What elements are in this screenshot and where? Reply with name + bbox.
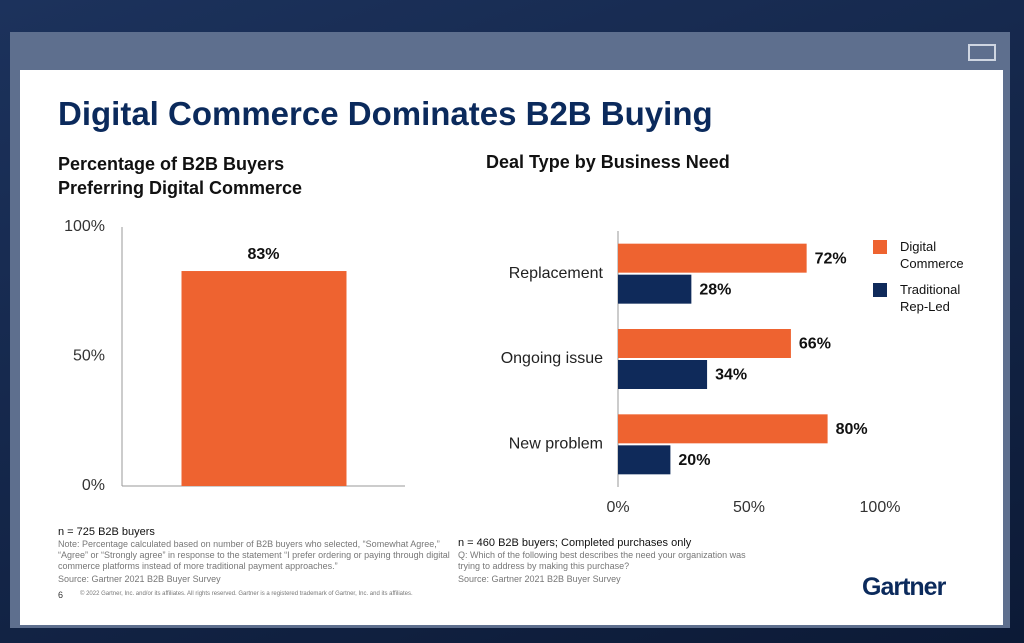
source: Source: Gartner 2021 B2B Buyer Survey: [58, 574, 221, 584]
x-tick-label: 0%: [606, 499, 629, 516]
value-label: 34%: [715, 367, 747, 384]
chart-title: Percentage of B2B Buyers Preferring Digi…: [58, 154, 303, 198]
y-tick-label: 100%: [64, 218, 105, 235]
value-label: 83%: [247, 246, 279, 263]
note: Q: Which of the following best describes…: [458, 550, 746, 571]
bar: [618, 360, 708, 389]
note: Note: Percentage calculated based on num…: [58, 539, 450, 571]
logo: Gartner: [862, 573, 946, 601]
bar: [618, 329, 791, 358]
bar: [618, 274, 692, 304]
y-tick-label: Ongoing issue: [501, 350, 603, 367]
x-tick-label: 50%: [733, 499, 765, 516]
y-tick-label: New problem: [509, 436, 603, 453]
source: Source: Gartner 2021 B2B Buyer Survey: [458, 574, 621, 584]
legend-label: Traditional Rep-Led: [900, 282, 961, 314]
sample-size: n = 725 B2B buyers: [58, 526, 155, 538]
value-label: 72%: [815, 250, 847, 267]
sample-size: n = 460 B2B buyers; Completed purchases …: [458, 537, 692, 549]
value-label: 66%: [799, 336, 831, 353]
bar: [618, 243, 807, 273]
legend-swatch: [873, 283, 887, 297]
slide-title: Digital Commerce Dominates B2B Buying: [58, 95, 713, 132]
value-label: 20%: [678, 452, 710, 469]
bar: [618, 414, 828, 444]
copyright: © 2022 Gartner, Inc. and/or its affiliat…: [80, 591, 413, 597]
legend-swatch: [873, 240, 887, 254]
y-tick-label: Replacement: [509, 265, 604, 282]
window-icon: [968, 44, 996, 61]
page-number: 6: [58, 590, 64, 600]
x-tick-label: 100%: [860, 499, 901, 516]
value-label: 80%: [836, 421, 868, 438]
y-tick-label: 0%: [82, 477, 105, 494]
chart-title: Deal Type by Business Need: [486, 152, 730, 172]
bar: [618, 445, 671, 475]
value-label: 28%: [699, 281, 731, 298]
y-tick-label: 50%: [73, 348, 105, 365]
legend-label: Digital Commerce: [900, 239, 964, 271]
bar: [181, 271, 347, 486]
